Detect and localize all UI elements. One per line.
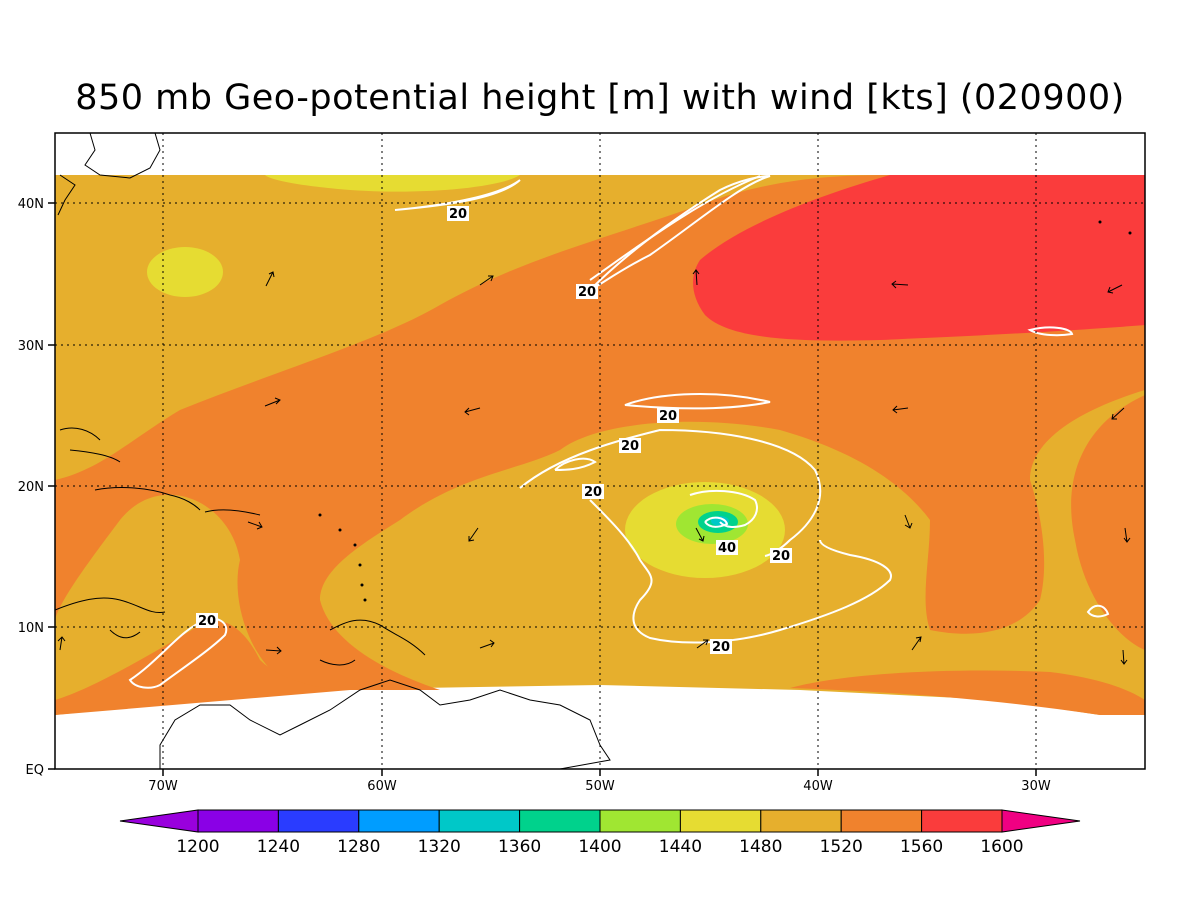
colorbar-swatch [197,809,279,833]
colorbar-swatch [599,809,681,833]
lat-label-30n: 30N [18,339,44,354]
wind-vectors [57,269,1131,665]
lon-label-70w: 70W [148,779,178,794]
contour-label: 20 [449,207,467,222]
colorbar-level-label: 1560 [900,837,943,857]
colorbar-level-label: 1240 [257,837,300,857]
axis-ticks [48,202,1037,776]
colorbar: 1200 1240 1280 1320 1360 1400 1440 1480 1520 1560… [119,809,1081,857]
colorbar-swatch [760,809,842,833]
colorbar-high-triangle [1001,809,1081,833]
coastlines [55,133,611,769]
contour-label: 20 [584,485,602,500]
colorbar-level-label: 1520 [820,837,863,857]
colorbar-level-label: 1400 [578,837,621,857]
wind-contour-core [704,516,729,528]
lat-label-10n: 10N [18,621,44,636]
contour-label: 20 [659,409,677,424]
contour-label: 20 [712,640,730,655]
colorbar-swatch [921,809,1003,833]
colorbar-level-label: 1600 [980,837,1023,857]
contour-labels: 20 20 20 20 20 20 40 20 20 [196,206,792,655]
colorbar-swatch [679,809,762,833]
colorbar-swatch [840,809,923,833]
island-dots [318,220,1132,602]
lon-label-40w: 40W [803,779,833,794]
contour-label: 20 [198,614,216,629]
graticule [55,133,1145,769]
contour-label: 20 [621,439,639,454]
lon-label-30w: 30W [1021,779,1051,794]
lon-label-60w: 60W [367,779,397,794]
colorbar-swatch [519,809,601,833]
field-1560-south [790,670,1145,715]
map-title: 850 mb Geo-potential height [m] with win… [75,78,1125,118]
field-1560-lower [55,620,350,715]
lat-label-40n: 40N [18,197,44,212]
colorbar-low-triangle [119,809,199,833]
field-1480-strip-north [265,175,520,192]
field-1600-high [693,175,1145,341]
colorbar-level-label: 1440 [659,837,702,857]
colorbar-swatch [358,809,440,833]
lon-label-50w: 50W [585,779,615,794]
colorbar-level-label: 1200 [176,837,219,857]
colorbar-level-label: 1480 [739,837,782,857]
lat-label-eq: EQ [26,763,44,778]
colorbar-level-label: 1320 [418,837,461,857]
colorbar-level-label: 1360 [498,837,541,857]
contour-label: 20 [578,285,596,300]
lat-label-20n: 20N [18,480,44,495]
field-1560-east [1071,395,1145,650]
colorbar-swatch [438,809,521,833]
colorbar-swatch [277,809,360,833]
colorbar-level-label: 1280 [337,837,380,857]
contour-label: 40 [718,541,736,556]
field-1480-patch-west [147,247,223,297]
contour-label: 20 [772,549,790,564]
